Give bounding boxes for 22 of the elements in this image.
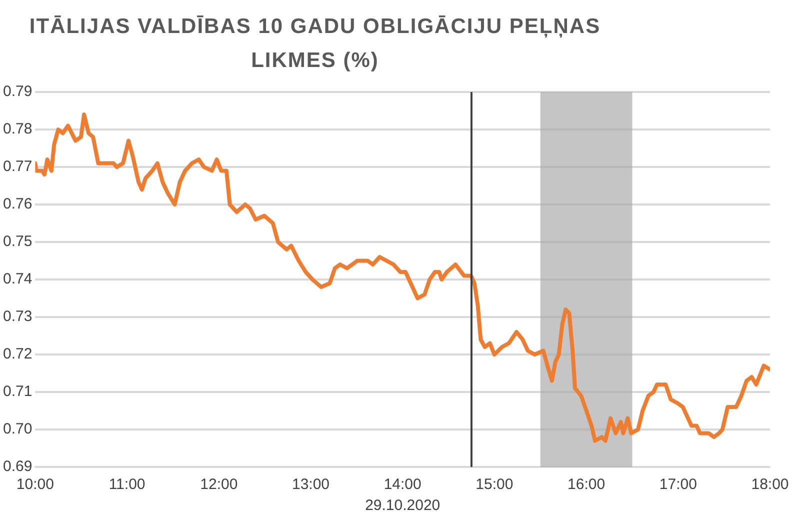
x-tick-label: 12:00 [200,476,238,494]
x-tick-label: 17:00 [659,476,697,494]
chart-title: ITĀLIJAS VALDĪBAS 10 GADU OBLIGĀCIJU PEĻŅAS LIKMES (%) [28,14,602,74]
x-axis-title: 29.10.2020 [365,497,440,514]
y-tick-label: 0.73 [2,308,32,326]
y-tick-label: 0.74 [2,270,32,288]
y-tick-label: 0.79 [2,83,32,100]
y-tick-label: 0.71 [2,383,32,400]
x-tick-label: 10:00 [16,476,54,494]
x-tick-label: 14:00 [384,476,422,494]
x-tick-label: 18:00 [751,476,789,494]
x-tick-label: 16:00 [568,476,606,494]
y-tick-label: 0.75 [2,233,32,250]
y-tick-label: 0.76 [2,196,32,213]
x-tick-label: 15:00 [476,476,514,494]
x-tick-label: 11:00 [108,476,146,494]
x-tick-label: 13:00 [292,476,330,494]
y-tick-label: 0.69 [2,458,32,476]
y-tick-label: 0.70 [2,420,32,438]
y-tick-label: 0.77 [2,158,32,176]
y-tick-label: 0.78 [2,120,32,138]
y-tick-label: 0.72 [2,346,32,363]
